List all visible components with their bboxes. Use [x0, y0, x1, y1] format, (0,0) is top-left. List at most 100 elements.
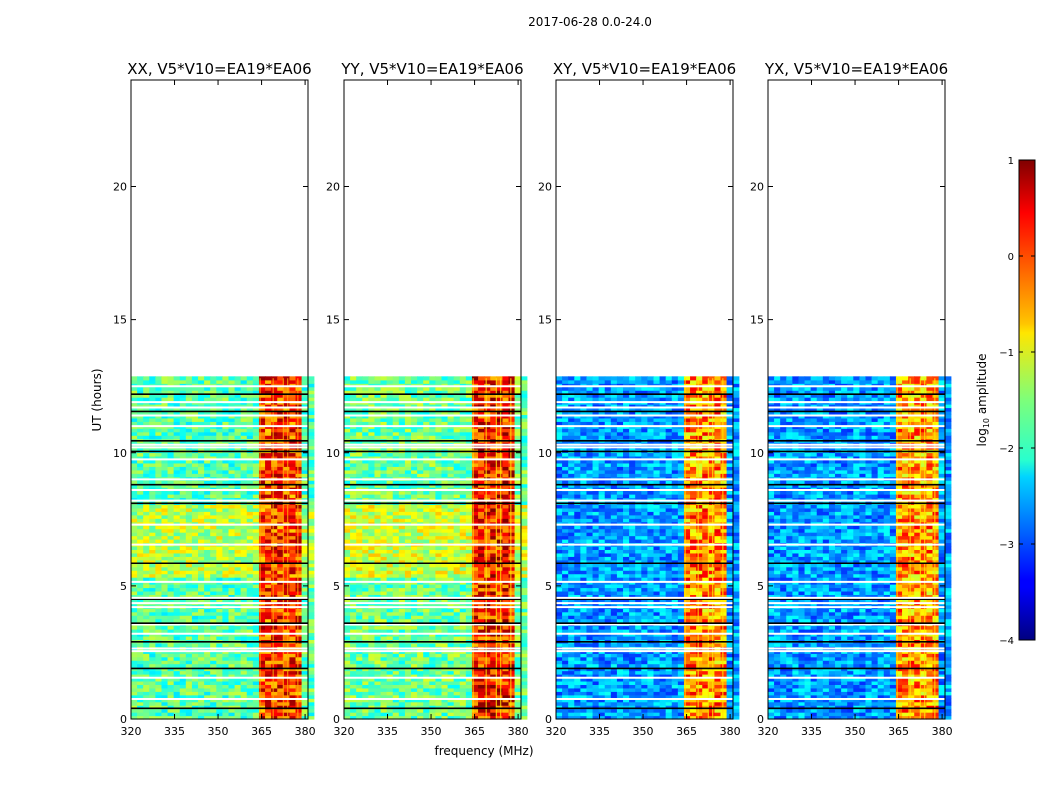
heatmap-cell: [185, 397, 193, 402]
heatmap-cell: [228, 497, 236, 502]
heatmap-cell: [228, 535, 236, 540]
heatmap-cell: [398, 435, 406, 440]
heatmap-cell: [307, 525, 315, 530]
heatmap-cell: [380, 376, 388, 381]
heatmap-cell: [216, 393, 223, 398]
y-tick-label: 10: [113, 447, 127, 460]
heatmap-cell: [362, 497, 369, 502]
heatmap-cell: [350, 390, 357, 395]
heatmap-cell: [222, 618, 230, 623]
heatmap-cell: [155, 590, 163, 595]
heatmap-cell: [204, 584, 211, 589]
heatmap-cell: [252, 635, 260, 640]
heatmap-cell: [459, 708, 467, 713]
heatmap-cell: [459, 625, 467, 630]
heatmap-cell: [417, 570, 424, 575]
heatmap-cell: [459, 642, 467, 647]
heatmap-cell: [191, 590, 199, 595]
heatmap-cell: [362, 687, 369, 692]
heatmap-cell: [149, 691, 156, 696]
heatmap-cell: [252, 615, 260, 620]
heatmap-cell: [173, 386, 181, 391]
heatmap-cell: [210, 684, 217, 689]
heatmap-cell: [301, 552, 309, 557]
heatmap-cell: [173, 497, 181, 502]
heatmap-cell: [210, 687, 217, 692]
heatmap-cell: [344, 691, 351, 696]
heatmap-cell: [386, 518, 394, 523]
heatmap-cell: [398, 705, 406, 710]
heatmap-cell: [417, 459, 424, 464]
heatmap-cell: [423, 466, 430, 471]
heatmap-cell: [271, 504, 278, 509]
heatmap-cell: [161, 684, 169, 689]
heatmap-cell: [265, 694, 272, 699]
heatmap-cell: [374, 535, 382, 540]
heatmap-cell: [350, 462, 357, 467]
heatmap-cell: [453, 490, 461, 495]
heatmap-cell: [344, 376, 351, 381]
heatmap-cell: [429, 410, 436, 416]
heatmap-cell: [301, 618, 309, 623]
heatmap-cell: [417, 407, 424, 412]
heatmap-cell: [429, 608, 436, 613]
heatmap-cell: [167, 680, 175, 685]
heatmap-cell: [198, 549, 205, 554]
heatmap-cell: [131, 497, 138, 502]
heatmap-cell: [198, 635, 205, 640]
heatmap-cell: [283, 483, 291, 488]
heatmap-cell: [216, 483, 223, 488]
heatmap-cell: [398, 497, 406, 502]
heatmap-cell: [453, 677, 461, 682]
heatmap-cell: [240, 687, 248, 692]
heatmap-cell: [307, 618, 315, 623]
heatmap-cell: [435, 545, 443, 550]
heatmap-cell: [271, 642, 278, 647]
heatmap-cell: [398, 570, 406, 575]
heatmap-cell: [149, 480, 156, 485]
heatmap-cell: [404, 629, 412, 634]
heatmap-cell: [161, 563, 169, 568]
heatmap-cell: [417, 511, 424, 516]
heatmap-cell: [368, 518, 376, 523]
heatmap-cell: [149, 483, 156, 488]
heatmap-cell: [386, 674, 394, 679]
heatmap-cell: [453, 552, 461, 557]
heatmap-cell: [204, 680, 211, 685]
heatmap-cell: [380, 552, 388, 557]
heatmap-cell: [392, 483, 400, 488]
heatmap-cell: [374, 705, 382, 710]
heatmap-cell: [179, 701, 187, 706]
heatmap-cell: [246, 497, 254, 502]
heatmap-cell: [179, 421, 187, 426]
heatmap-cell: [344, 670, 351, 675]
heatmap-cell: [404, 663, 412, 668]
heatmap-cell: [307, 521, 315, 526]
heatmap-cell: [258, 390, 266, 395]
heatmap-cell: [423, 563, 430, 568]
heatmap-cell: [191, 611, 199, 616]
heatmap-cell: [368, 663, 376, 668]
heatmap-cell: [295, 674, 303, 679]
heatmap-cell: [216, 708, 223, 713]
heatmap-cell: [271, 570, 278, 575]
heatmap-cell: [417, 532, 424, 537]
heatmap-cell: [179, 535, 187, 540]
heatmap-cell: [228, 590, 236, 595]
heatmap-cell: [161, 625, 169, 630]
heatmap-cell: [447, 680, 455, 685]
heatmap-cell: [149, 663, 156, 668]
heatmap-cell: [380, 698, 388, 703]
heatmap-cell: [295, 573, 303, 578]
heatmap-cell: [137, 566, 144, 571]
heatmap-cell: [368, 691, 376, 696]
heatmap-cell: [149, 466, 156, 471]
heatmap-cell: [386, 701, 394, 706]
heatmap-cell: [350, 556, 357, 561]
heatmap-cell: [404, 431, 412, 436]
heatmap-cell: [404, 532, 412, 537]
heatmap-cell: [435, 653, 443, 658]
heatmap-cell: [374, 677, 382, 682]
heatmap-cell: [362, 469, 369, 474]
heatmap-cell: [131, 469, 138, 474]
